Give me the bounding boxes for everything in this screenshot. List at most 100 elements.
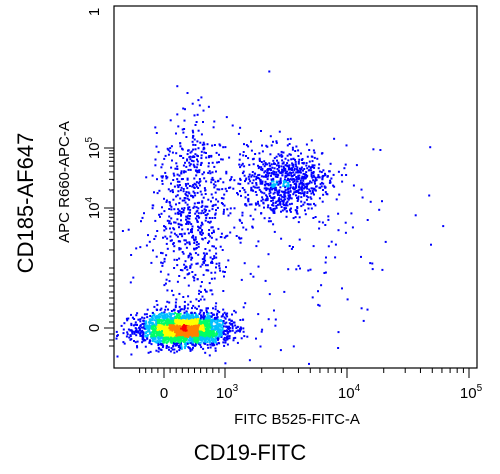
event-dot xyxy=(178,257,181,260)
event-dot xyxy=(289,194,292,197)
event-dot xyxy=(208,249,211,252)
event-dot xyxy=(303,201,306,204)
event-dot xyxy=(141,316,144,319)
event-dot xyxy=(197,305,200,308)
event-dot xyxy=(314,189,317,192)
event-dot xyxy=(328,170,331,173)
event-dot xyxy=(204,259,207,262)
event-dot xyxy=(196,171,199,174)
event-dot xyxy=(194,273,197,276)
event-dot xyxy=(129,329,132,332)
event-dot xyxy=(314,216,317,218)
event-dot xyxy=(208,209,211,212)
event-dot xyxy=(430,243,432,246)
event-dot xyxy=(265,189,268,192)
event-dot xyxy=(139,318,142,321)
event-dot xyxy=(264,184,267,187)
event-dot xyxy=(179,223,182,226)
event-dot xyxy=(308,182,311,185)
event-dot xyxy=(176,113,179,116)
event-dot xyxy=(291,178,294,181)
event-dot xyxy=(236,341,239,344)
event-dot xyxy=(286,138,289,141)
event-dot xyxy=(173,228,176,231)
event-dot xyxy=(171,289,173,292)
event-dot xyxy=(236,192,239,194)
event-dot xyxy=(201,263,204,266)
event-dot xyxy=(194,330,197,333)
figure-x-label: CD19-FITC xyxy=(193,440,307,465)
event-dot xyxy=(189,300,192,303)
event-dot xyxy=(239,241,242,244)
event-dot xyxy=(316,157,319,160)
event-dot xyxy=(216,206,219,209)
event-dot xyxy=(157,321,159,324)
event-dot xyxy=(205,338,208,341)
event-dot xyxy=(255,193,258,196)
event-dot xyxy=(189,208,192,211)
event-dot xyxy=(152,249,154,252)
event-dot xyxy=(170,333,173,336)
event-dot xyxy=(286,181,289,184)
event-dot xyxy=(189,168,192,171)
event-dot xyxy=(166,219,169,222)
event-dot xyxy=(198,289,201,292)
event-dot xyxy=(191,236,194,239)
event-dot xyxy=(222,325,225,328)
event-dot xyxy=(137,318,140,321)
event-dot xyxy=(274,173,277,176)
event-dot xyxy=(181,331,184,334)
event-dot xyxy=(190,333,193,336)
event-dot xyxy=(300,196,303,199)
event-dot xyxy=(294,163,297,166)
event-dot xyxy=(175,132,177,135)
event-dot xyxy=(258,158,261,161)
event-dot xyxy=(180,320,183,323)
event-dot xyxy=(261,169,264,172)
event-dot xyxy=(192,131,195,134)
event-dot xyxy=(182,326,185,329)
event-dot xyxy=(309,203,312,206)
event-dot xyxy=(284,172,287,175)
event-dot xyxy=(184,344,187,347)
event-dot xyxy=(183,337,186,339)
event-dot xyxy=(271,199,274,202)
event-dot xyxy=(151,322,154,325)
event-dot xyxy=(268,164,271,167)
event-dot xyxy=(154,329,157,332)
event-dot xyxy=(153,191,155,194)
event-dot xyxy=(191,313,194,316)
event-dot xyxy=(200,281,203,283)
event-dot xyxy=(223,271,226,273)
event-dot xyxy=(232,187,235,190)
event-dot xyxy=(276,203,279,206)
event-dot xyxy=(134,321,137,324)
event-dot xyxy=(171,159,173,162)
event-dot xyxy=(282,200,285,203)
event-dot xyxy=(197,300,200,302)
event-dot xyxy=(273,171,276,173)
event-dot xyxy=(152,337,155,340)
event-dot xyxy=(203,187,206,190)
event-dot xyxy=(164,314,167,316)
event-dot xyxy=(224,333,227,336)
event-dot xyxy=(240,164,243,167)
event-dot xyxy=(260,166,263,169)
event-dot xyxy=(264,279,267,282)
event-dot xyxy=(244,191,247,194)
event-dot xyxy=(191,317,194,320)
event-dot xyxy=(226,312,229,315)
event-dot xyxy=(269,135,272,138)
event-dot xyxy=(132,276,135,279)
event-dot xyxy=(187,313,189,316)
event-dot xyxy=(133,318,136,320)
event-dot xyxy=(265,144,268,147)
event-dot xyxy=(156,339,159,342)
event-dot xyxy=(211,144,214,147)
event-dot xyxy=(254,202,257,205)
event-dot xyxy=(133,331,136,334)
event-dot xyxy=(258,173,261,176)
event-dot xyxy=(204,288,206,291)
event-dot xyxy=(214,338,217,341)
event-dot xyxy=(212,339,215,342)
